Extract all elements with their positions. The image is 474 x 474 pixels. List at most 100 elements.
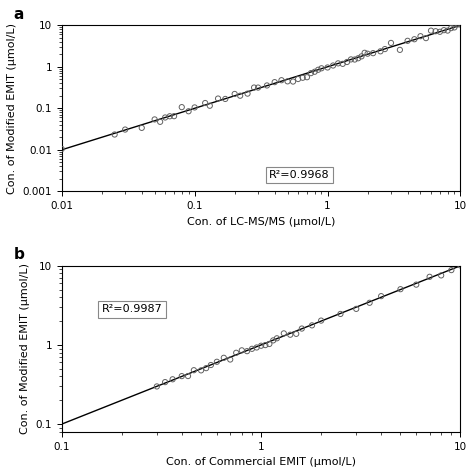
Point [361, 49, 368, 56]
Point [447, 266, 455, 274]
Point [351, 56, 358, 64]
Y-axis label: Con. of Modified EMIT (μmol/L): Con. of Modified EMIT (μmol/L) [7, 23, 17, 194]
Text: b: b [14, 247, 25, 263]
Point [451, 24, 458, 31]
Point [454, 21, 461, 28]
Point [250, 84, 258, 91]
Point [457, 262, 465, 269]
Point [366, 299, 374, 307]
Point [412, 281, 420, 288]
Point [221, 95, 229, 103]
Point [311, 68, 319, 75]
Point [151, 116, 158, 123]
Point [286, 331, 294, 338]
Point [457, 21, 465, 28]
Point [396, 46, 404, 54]
Point [248, 345, 256, 353]
Point [308, 321, 316, 329]
Point [153, 383, 161, 390]
Point [284, 78, 292, 85]
Point [410, 36, 418, 43]
Point [161, 114, 169, 121]
X-axis label: Con. of LC-MS/MS (μmol/L): Con. of LC-MS/MS (μmol/L) [187, 217, 335, 227]
Point [138, 124, 146, 132]
Point [422, 34, 430, 42]
Point [202, 365, 210, 372]
Point [292, 330, 300, 337]
Point [169, 375, 176, 383]
Point [269, 337, 277, 344]
Point [377, 47, 384, 55]
Point [232, 349, 240, 356]
Point [185, 108, 192, 115]
Point [190, 366, 198, 374]
Point [298, 325, 306, 332]
Point [387, 39, 395, 47]
Point [257, 342, 265, 349]
Point [447, 24, 455, 32]
Point [273, 335, 281, 342]
Point [206, 102, 214, 109]
Point [244, 90, 251, 98]
Point [303, 73, 311, 81]
Text: a: a [14, 7, 24, 22]
Point [324, 64, 331, 71]
Point [121, 126, 129, 133]
Point [353, 305, 360, 313]
Point [417, 32, 424, 40]
Point [254, 84, 262, 91]
Point [265, 340, 273, 348]
Text: R²=0.9987: R²=0.9987 [101, 304, 163, 314]
Point [426, 273, 433, 281]
Point [238, 346, 246, 354]
Point [317, 317, 325, 324]
Point [58, 145, 65, 153]
X-axis label: Con. of Commercial EMIT (μmol/L): Con. of Commercial EMIT (μmol/L) [166, 457, 356, 467]
Point [280, 329, 288, 337]
Point [299, 74, 307, 82]
Point [343, 58, 351, 66]
Point [294, 75, 302, 83]
Point [184, 372, 192, 380]
Point [262, 341, 269, 349]
Point [339, 60, 346, 68]
Point [444, 27, 451, 35]
Y-axis label: Con. of Modified EMIT (μmol/L): Con. of Modified EMIT (μmol/L) [20, 263, 30, 434]
Point [178, 103, 185, 111]
Point [243, 347, 251, 355]
Point [427, 27, 435, 35]
Point [369, 49, 377, 57]
Point [197, 366, 205, 374]
Text: R²=0.9968: R²=0.9968 [269, 170, 330, 180]
Point [220, 354, 228, 362]
Point [178, 373, 185, 380]
Point [289, 78, 297, 85]
Point [213, 358, 221, 365]
Point [358, 53, 365, 60]
Point [318, 64, 325, 72]
Point [111, 131, 118, 138]
Point [271, 78, 278, 86]
Point [166, 112, 173, 120]
Point [314, 66, 322, 73]
Point [237, 92, 244, 100]
Point [381, 46, 389, 53]
Point [253, 344, 260, 351]
Point [355, 55, 362, 62]
Point [227, 356, 234, 363]
Point [329, 62, 337, 69]
Point [334, 60, 342, 67]
Point [214, 95, 222, 102]
Point [307, 69, 315, 77]
Point [201, 99, 209, 107]
Point [397, 285, 404, 293]
Point [377, 292, 385, 300]
Point [436, 28, 444, 36]
Point [337, 310, 344, 318]
Point [170, 112, 178, 120]
Point [432, 27, 439, 35]
Point [404, 37, 411, 45]
Point [438, 272, 445, 279]
Point [278, 76, 285, 84]
Point [156, 118, 164, 126]
